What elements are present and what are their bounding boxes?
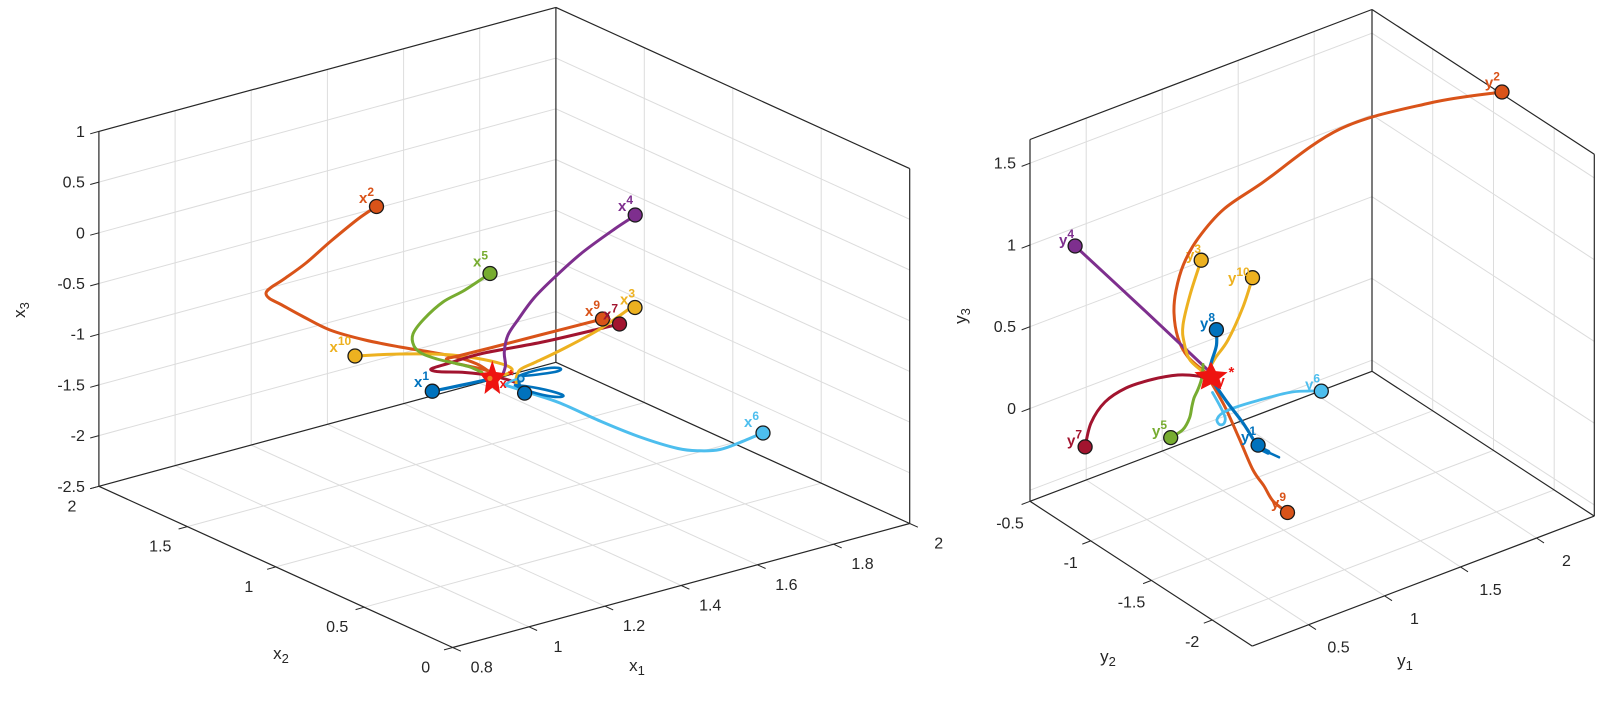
svg-text:-1.5: -1.5 bbox=[1118, 594, 1146, 611]
svg-text:0.8: 0.8 bbox=[471, 660, 493, 677]
svg-text:1.8: 1.8 bbox=[851, 556, 873, 573]
svg-text:*: * bbox=[508, 367, 514, 384]
svg-text:0: 0 bbox=[76, 225, 85, 242]
svg-text:1.2: 1.2 bbox=[623, 618, 645, 635]
svg-text:0: 0 bbox=[1007, 401, 1016, 418]
svg-text:1: 1 bbox=[76, 124, 85, 141]
svg-text:0.5: 0.5 bbox=[1327, 640, 1349, 657]
svg-text:2: 2 bbox=[67, 498, 76, 515]
svg-text:-2: -2 bbox=[1185, 634, 1199, 651]
svg-text:-0.5: -0.5 bbox=[996, 515, 1024, 532]
svg-text:0.5: 0.5 bbox=[63, 175, 85, 192]
svg-text:0: 0 bbox=[421, 660, 430, 677]
svg-text:1.6: 1.6 bbox=[775, 577, 797, 594]
svg-text:1: 1 bbox=[553, 639, 562, 656]
svg-text:1.5: 1.5 bbox=[994, 156, 1016, 173]
svg-text:0.5: 0.5 bbox=[994, 319, 1016, 336]
svg-text:1.5: 1.5 bbox=[1479, 582, 1501, 599]
svg-text:1.4: 1.4 bbox=[699, 598, 721, 615]
svg-text:2: 2 bbox=[1562, 553, 1571, 570]
svg-text:*: * bbox=[1229, 364, 1235, 381]
svg-text:y: y bbox=[1217, 373, 1225, 389]
svg-text:-0.5: -0.5 bbox=[57, 276, 85, 293]
svg-text:1: 1 bbox=[244, 579, 253, 596]
svg-text:-1: -1 bbox=[71, 327, 85, 344]
svg-text:x: x bbox=[500, 376, 508, 391]
svg-text:-1: -1 bbox=[1064, 555, 1078, 572]
svg-text:1.5: 1.5 bbox=[149, 539, 171, 556]
svg-text:-2: -2 bbox=[71, 428, 85, 445]
svg-text:-1.5: -1.5 bbox=[57, 377, 85, 394]
svg-text:0.5: 0.5 bbox=[326, 619, 348, 636]
svg-text:2: 2 bbox=[934, 536, 943, 553]
svg-text:1: 1 bbox=[1410, 611, 1419, 628]
svg-text:1: 1 bbox=[1007, 238, 1016, 255]
svg-text:-2.5: -2.5 bbox=[57, 479, 85, 496]
